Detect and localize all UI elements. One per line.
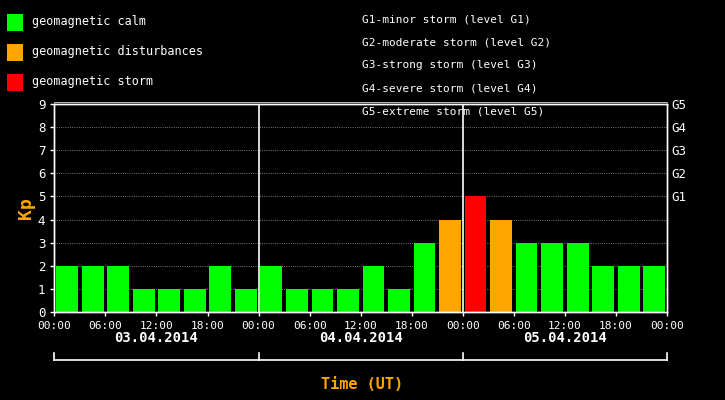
Bar bbox=[542, 243, 563, 312]
Bar bbox=[362, 266, 384, 312]
Text: 04.04.2014: 04.04.2014 bbox=[319, 331, 402, 345]
Bar bbox=[286, 289, 307, 312]
Bar bbox=[567, 243, 589, 312]
Text: 03.04.2014: 03.04.2014 bbox=[115, 331, 199, 345]
Bar bbox=[235, 289, 257, 312]
Bar bbox=[414, 243, 435, 312]
Bar bbox=[312, 289, 334, 312]
Text: geomagnetic storm: geomagnetic storm bbox=[32, 76, 153, 88]
Text: Time (UT): Time (UT) bbox=[321, 377, 404, 392]
Text: G5-extreme storm (level G5): G5-extreme storm (level G5) bbox=[362, 107, 544, 117]
Bar bbox=[210, 266, 231, 312]
Text: 05.04.2014: 05.04.2014 bbox=[523, 331, 607, 345]
Bar bbox=[465, 196, 486, 312]
Bar bbox=[490, 220, 512, 312]
Bar bbox=[184, 289, 206, 312]
Text: geomagnetic disturbances: geomagnetic disturbances bbox=[32, 46, 203, 58]
Bar bbox=[643, 266, 665, 312]
Bar bbox=[618, 266, 639, 312]
Text: G2-moderate storm (level G2): G2-moderate storm (level G2) bbox=[362, 37, 552, 47]
Text: G1-minor storm (level G1): G1-minor storm (level G1) bbox=[362, 14, 531, 24]
Bar bbox=[439, 220, 461, 312]
Bar bbox=[515, 243, 537, 312]
Bar bbox=[260, 266, 282, 312]
Bar bbox=[57, 266, 78, 312]
Bar bbox=[158, 289, 180, 312]
Bar bbox=[337, 289, 359, 312]
Bar bbox=[133, 289, 154, 312]
Bar bbox=[82, 266, 104, 312]
Text: geomagnetic calm: geomagnetic calm bbox=[32, 16, 146, 28]
Y-axis label: Kp: Kp bbox=[17, 197, 35, 219]
Text: G4-severe storm (level G4): G4-severe storm (level G4) bbox=[362, 84, 538, 94]
Bar bbox=[107, 266, 129, 312]
Bar bbox=[388, 289, 410, 312]
Text: G3-strong storm (level G3): G3-strong storm (level G3) bbox=[362, 60, 538, 70]
Bar bbox=[592, 266, 614, 312]
